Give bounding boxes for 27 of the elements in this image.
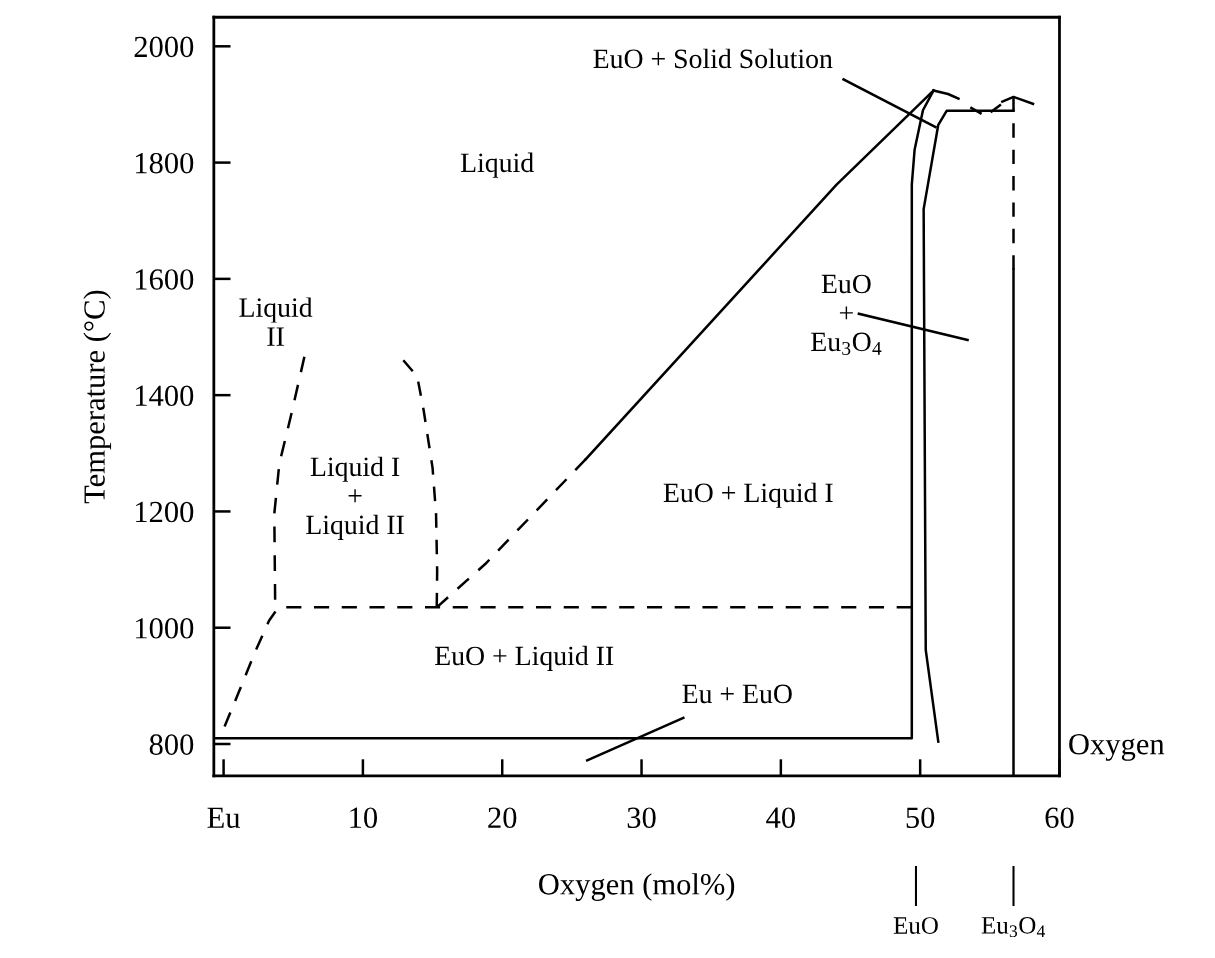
text: Oxygen bbox=[1069, 733, 1165, 761]
annotation: EuO + Liquid I bbox=[663, 482, 833, 508]
y-tick-label: 800 bbox=[149, 734, 194, 755]
y-axis-title: Temperature (°C) bbox=[83, 290, 112, 504]
x-tick-label: Eu bbox=[207, 807, 241, 829]
y-tick-label: 1200 bbox=[135, 501, 194, 523]
annotation: Eu$_{3}$O$_{4}$ bbox=[981, 916, 1046, 938]
y-tick-label: 1000 bbox=[135, 618, 194, 639]
annotation: Eu + EuO bbox=[682, 684, 792, 704]
annotation: Liquid II bbox=[239, 297, 313, 346]
x-tick-label: 50 bbox=[906, 807, 935, 829]
x-tick-label: 60 bbox=[1045, 807, 1074, 829]
x-tick-label: 20 bbox=[488, 807, 517, 829]
annotation: EuO bbox=[893, 917, 938, 934]
x-tick-label: 30 bbox=[627, 807, 656, 829]
annotation: EuO + Eu$_{3}$O$_{4}$ bbox=[811, 274, 882, 355]
annotation: Liquid I + Liquid II bbox=[306, 456, 404, 540]
y-tick-label: 1600 bbox=[135, 269, 194, 290]
x-tick-label: 40 bbox=[766, 807, 795, 829]
x-axis-title: Oxygen (mol%) bbox=[539, 873, 735, 901]
y-tick-label: 2000 bbox=[134, 36, 194, 58]
x-tick-label: 10 bbox=[350, 807, 378, 829]
y-tick-label: 1400 bbox=[135, 385, 194, 407]
annotation: EuO + Liquid II bbox=[435, 645, 614, 671]
annotation: Liquid bbox=[460, 152, 534, 178]
annotation: EuO + Solid Solution bbox=[593, 48, 833, 69]
y-tick-label: 1800 bbox=[135, 152, 194, 174]
